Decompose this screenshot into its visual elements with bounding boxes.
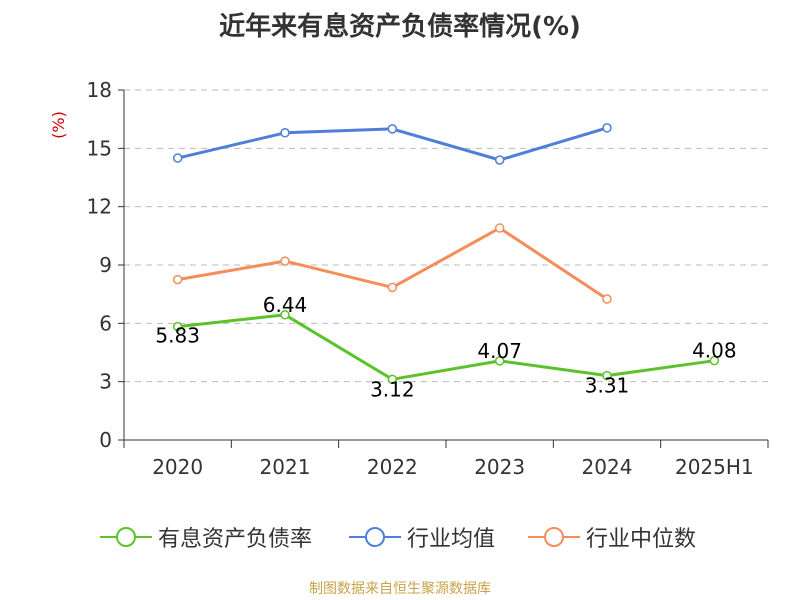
y-tick-label: 15 [87,136,112,160]
chart-title: 近年来有息资产负债率情况(%) [219,12,581,42]
x-tick-label: 2021 [260,455,311,479]
y-tick-label: 6 [99,311,112,335]
data-label: 6.44 [263,293,308,317]
legend-marker-series-1 [100,527,152,547]
legend-marker-series-2 [349,527,401,547]
y-tick-label: 3 [99,370,112,394]
data-point-series-2 [494,155,505,165]
data-point-series-1 [280,310,290,320]
line-chart: 0 3 6 9 12 15 18 2020 2021 2022 2023 2024 2025H1 (%) 5… [49,78,769,479]
legend-label-series-2: 行业均值 [407,527,496,552]
data-point-series-1 [494,356,505,366]
data-label: 3.31 [585,374,630,398]
legend-item-series-1[interactable]: 有息资产负债率 [100,520,312,554]
data-point-series-1 [602,370,612,381]
y-unit-label: (%) [49,111,68,139]
data-point-series-2 [172,153,183,163]
chart-legend: 有息资产负债率 行业均值 行业中位数 [0,520,800,554]
data-point-series-3 [494,223,505,233]
x-tick-label: 2024 [582,455,633,479]
y-tick-label: 12 [87,195,112,219]
data-point-series-3 [172,274,183,285]
data-label: 4.07 [477,339,522,363]
data-point-series-3 [602,294,612,304]
data-point-series-3 [280,256,290,266]
legend-label-series-3: 行业中位数 [586,527,697,552]
y-tick-label: 0 [99,428,112,452]
data-point-series-2 [387,124,398,134]
legend-item-series-3[interactable]: 行业中位数 [528,520,696,554]
data-point-series-1 [387,374,398,385]
data-point-series-2 [602,123,612,133]
legend-item-series-2[interactable]: 行业均值 [349,520,495,554]
legend-marker-series-3 [528,527,580,547]
series-line-1 [177,313,715,381]
legend-label-series-1: 有息资产负债率 [158,527,313,552]
y-tick-label: 18 [87,78,112,102]
data-point-series-3 [387,282,398,293]
x-tick-label: 2025H1 [675,455,754,479]
data-label: 3.12 [370,377,415,401]
data-source-footer: 制图数据来自恒生聚源数据库 [309,581,491,597]
y-tick-label: 9 [99,253,112,277]
data-point-series-1 [709,355,720,366]
data-label: 4.08 [692,339,737,363]
data-point-series-1 [172,321,183,332]
x-tick-label: 2022 [367,455,418,479]
x-tick-label: 2020 [152,455,203,479]
data-point-series-2 [280,128,290,138]
x-tick-label: 2023 [474,455,525,479]
data-label: 5.83 [155,324,200,348]
